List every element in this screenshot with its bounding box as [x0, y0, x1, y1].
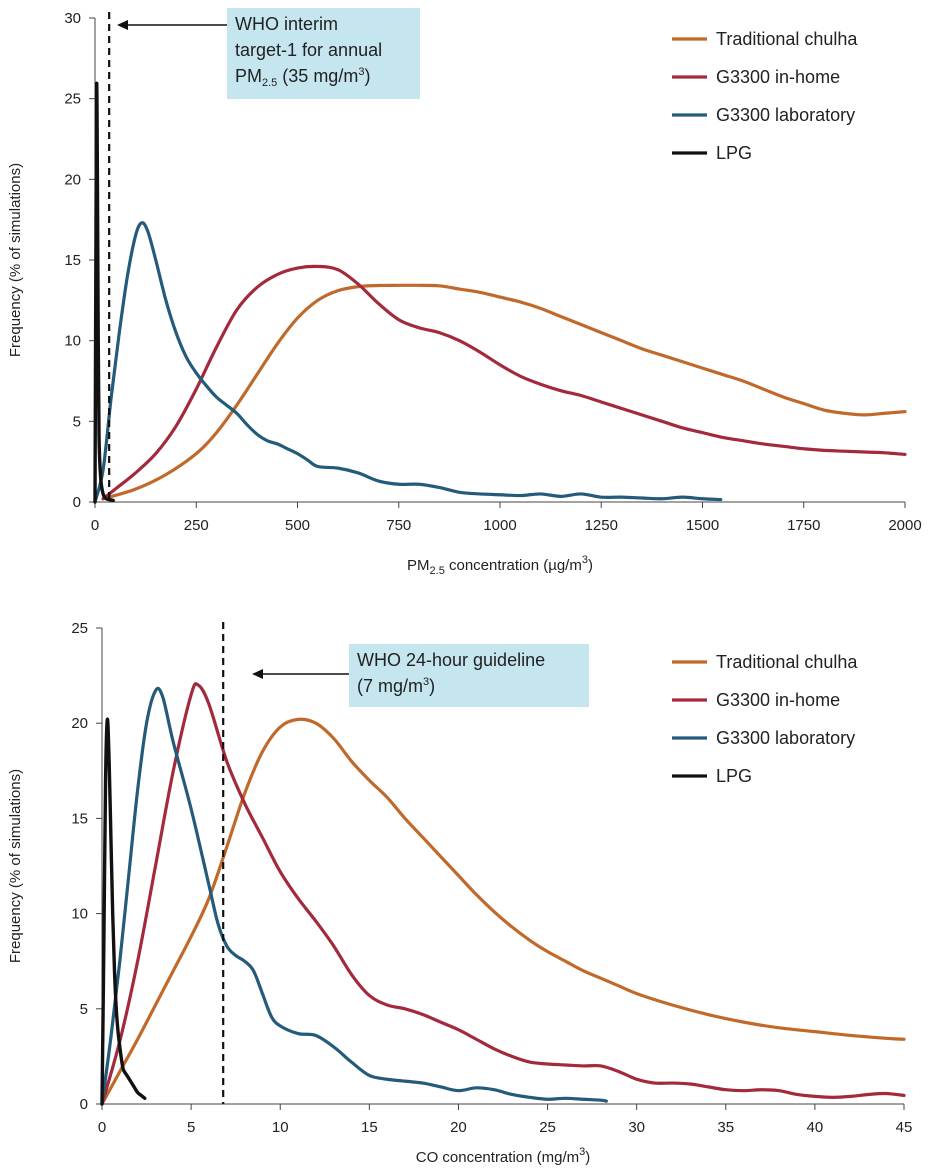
x-tick-label: 1500	[686, 517, 719, 534]
x-tick-label: 30	[628, 1119, 645, 1136]
x-tick-label: 250	[184, 517, 209, 534]
series-line-g3300-in-home	[101, 264, 907, 501]
series-line-traditional-chulha	[101, 283, 907, 501]
legend-label: LPG	[716, 143, 752, 163]
y-tick-label: 15	[64, 252, 81, 269]
annotation-text: PM2.5 (35 mg/m3)	[235, 66, 370, 89]
x-axis-title: CO concentration (mg/m3)	[416, 1146, 591, 1166]
x-tick-label: 45	[896, 1119, 913, 1136]
arrow-head-icon	[252, 669, 263, 679]
y-tick-label: 30	[64, 10, 81, 27]
legend-label: G3300 in-home	[716, 690, 840, 710]
chart-1: 0 5 10 15 20 25 30 0 250 500 750 1000 1250 1500 1750 20…	[7, 8, 922, 577]
legend-label: G3300 laboratory	[716, 728, 855, 748]
legend-label: Traditional chulha	[716, 652, 858, 672]
annotation-text: target-1 for annual	[235, 40, 382, 60]
y-tick-label: 5	[80, 1001, 88, 1018]
legend-label: G3300 laboratory	[716, 105, 855, 125]
y-tick-label: 25	[64, 91, 81, 108]
x-tick-label: 10	[272, 1119, 289, 1136]
x-tick-label: 35	[717, 1119, 734, 1136]
series-line-lpg	[100, 717, 147, 1106]
x-tick-label: 1750	[787, 517, 820, 534]
x-tick-label: 40	[807, 1119, 824, 1136]
x-tick-label: 5	[187, 1119, 195, 1136]
y-tick-label: 5	[73, 413, 81, 430]
annotation-text: WHO 24-hour guideline	[357, 650, 545, 670]
annotation-box	[227, 8, 420, 99]
x-axis-title: PM2.5 concentration (µg/m3)	[407, 554, 593, 577]
legend-label: G3300 in-home	[716, 67, 840, 87]
annotation-text: (7 mg/m3)	[357, 676, 435, 696]
chart-2: 0 5 10 15 20 25 0 5 10 15 20 25 30 35 40 45 CO concentra…	[7, 620, 912, 1166]
x-tick-label: 25	[539, 1119, 556, 1136]
x-tick-label: 500	[285, 517, 310, 534]
y-axis-title: Frequency (% of simulations)	[7, 163, 24, 357]
series-line-g3300-in-home	[100, 682, 906, 1106]
annotation-text: WHO interim	[235, 14, 338, 34]
y-tick-label: 0	[80, 1096, 88, 1113]
series-line-g3300-laboratory	[100, 686, 608, 1106]
x-tick-label: 2000	[888, 517, 921, 534]
legend-label: Traditional chulha	[716, 29, 858, 49]
series-line-g3300-laboratory	[93, 221, 723, 504]
x-tick-label: 0	[91, 517, 99, 534]
series-line-traditional-chulha	[100, 717, 906, 1106]
x-tick-label: 0	[98, 1119, 106, 1136]
y-tick-label: 0	[73, 494, 81, 511]
y-tick-label: 25	[71, 620, 88, 637]
series-line-lpg	[93, 81, 115, 504]
y-tick-label: 10	[64, 333, 81, 350]
legend-label: LPG	[716, 766, 752, 786]
x-tick-label: 20	[450, 1119, 467, 1136]
y-tick-label: 15	[71, 810, 88, 827]
annotation-box	[349, 644, 589, 707]
arrow-head-icon	[117, 20, 128, 30]
y-tick-label: 20	[71, 715, 88, 732]
y-axis-title: Frequency (% of simulations)	[7, 769, 24, 963]
x-tick-label: 750	[386, 517, 411, 534]
x-tick-label: 15	[361, 1119, 378, 1136]
x-tick-label: 1000	[483, 517, 516, 534]
x-tick-label: 1250	[585, 517, 618, 534]
y-tick-label: 20	[64, 171, 81, 188]
y-tick-label: 10	[71, 906, 88, 923]
